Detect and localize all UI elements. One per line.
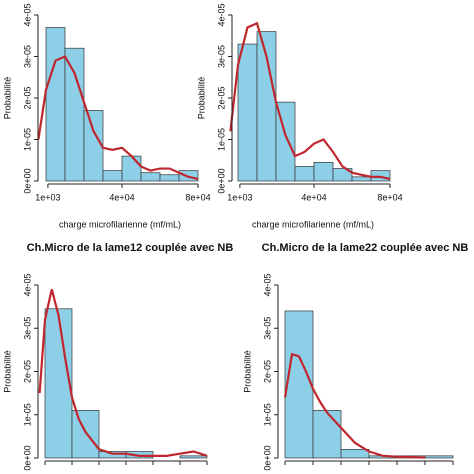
bar bbox=[64, 47, 85, 182]
y-tick-label: 2e-05 bbox=[22, 360, 32, 383]
bar bbox=[140, 172, 161, 182]
chart-title: Ch.Micro de la lame22 couplée avec NB bbox=[262, 242, 469, 254]
y-tick-label: 4e-05 bbox=[262, 273, 272, 296]
y-axis-label: Probabilité bbox=[2, 350, 12, 393]
bar bbox=[294, 166, 315, 182]
x-tick-label: 4e+04 bbox=[301, 192, 326, 202]
y-tick-label: 3e-05 bbox=[22, 45, 32, 68]
bar bbox=[351, 176, 372, 182]
bar bbox=[237, 43, 258, 182]
bar bbox=[71, 410, 100, 459]
bar bbox=[45, 27, 66, 182]
y-tick-label: 0e+00 bbox=[262, 445, 272, 470]
x-axis-label: charge microfilarienne (mf/mL) bbox=[59, 219, 181, 229]
bar bbox=[102, 170, 123, 182]
bar bbox=[159, 174, 180, 182]
density-curve bbox=[229, 21, 391, 180]
y-tick-label: 1e-05 bbox=[216, 128, 226, 151]
x-tick-label: 8e+04 bbox=[377, 192, 402, 202]
bar bbox=[340, 449, 370, 459]
y-tick-label: 2e-05 bbox=[22, 86, 32, 109]
y-tick-label: 3e-05 bbox=[22, 317, 32, 340]
density-curve bbox=[283, 352, 426, 459]
x-tick-label: 1e+03 bbox=[35, 192, 60, 202]
y-tick-label: 3e-05 bbox=[216, 45, 226, 68]
x-tick-label: 4e+04 bbox=[109, 192, 134, 202]
y-tick-label: 1e-05 bbox=[22, 128, 32, 151]
bar bbox=[312, 410, 342, 459]
y-tick-label: 0e+00 bbox=[216, 168, 226, 193]
density-curve bbox=[37, 55, 199, 180]
y-axis-label: Probabilité bbox=[242, 350, 252, 393]
bar bbox=[313, 161, 334, 182]
x-tick-label: 8e+04 bbox=[185, 192, 210, 202]
y-axis-label: Probabilité bbox=[2, 77, 12, 120]
density-curve bbox=[38, 289, 208, 457]
bar bbox=[424, 455, 454, 459]
y-tick-label: 0e+00 bbox=[22, 445, 32, 470]
y-tick-label: 4e-05 bbox=[22, 273, 32, 296]
bar bbox=[121, 155, 142, 182]
y-tick-label: 3e-05 bbox=[262, 317, 272, 340]
x-axis-label: charge microfilarienne (mf/mL) bbox=[252, 219, 374, 229]
y-tick-label: 2e-05 bbox=[262, 360, 272, 383]
y-tick-label: 1e-05 bbox=[22, 403, 32, 426]
y-tick-label: 1e-05 bbox=[262, 403, 272, 426]
y-tick-label: 0e+00 bbox=[22, 168, 32, 193]
x-tick-label: 1e+03 bbox=[227, 192, 252, 202]
y-axis-label: Probabilité bbox=[196, 77, 206, 120]
bar bbox=[44, 308, 73, 459]
y-tick-label: 4e-05 bbox=[22, 3, 32, 26]
y-tick-label: 2e-05 bbox=[216, 86, 226, 109]
chart-title: Ch.Micro de la lame12 couplée avec NB bbox=[27, 242, 234, 254]
bar bbox=[284, 310, 314, 459]
bar bbox=[83, 110, 104, 182]
bar bbox=[332, 168, 353, 182]
y-tick-label: 4e-05 bbox=[216, 3, 226, 26]
bar bbox=[179, 455, 208, 459]
